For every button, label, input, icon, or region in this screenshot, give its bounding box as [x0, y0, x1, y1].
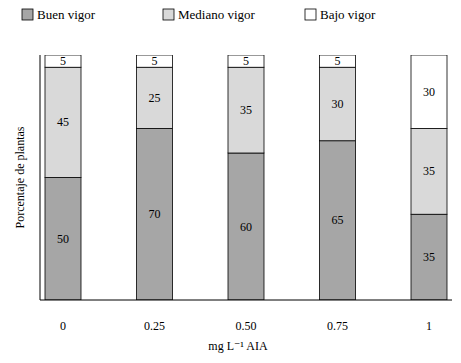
x-tick-label: 0: [60, 319, 66, 333]
bar-segment: [45, 55, 81, 67]
data-label: 35: [240, 103, 252, 117]
data-label: 25: [149, 91, 161, 105]
legend-label: Bajo vigor: [320, 7, 376, 22]
bar-segment: [411, 214, 447, 300]
data-label: 60: [240, 220, 252, 234]
x-axis: [40, 300, 452, 301]
bar-segment: [45, 178, 81, 301]
bar-segment: [411, 55, 447, 129]
legend-swatch: [22, 9, 33, 20]
data-label: 30: [423, 85, 435, 99]
legend-swatch: [305, 9, 316, 20]
legend-label: Buen vigor: [37, 7, 96, 22]
x-tick-label: 0.25: [144, 319, 165, 333]
bar-segment: [228, 55, 264, 67]
data-label: 5: [152, 54, 158, 68]
legend-swatch: [163, 9, 174, 20]
bar-segment: [320, 141, 356, 300]
data-label: 30: [332, 97, 344, 111]
bar-segment: [137, 129, 173, 301]
x-tick-label: 0.50: [236, 319, 257, 333]
x-tick-label: 0.75: [327, 319, 348, 333]
data-label: 45: [57, 115, 69, 129]
bar-segment: [320, 67, 356, 141]
bars: [45, 55, 447, 300]
bar-segment: [228, 153, 264, 300]
data-label: 65: [332, 213, 344, 227]
bar-segment: [320, 55, 356, 67]
data-labels: 50 45 5 70 25 5 60 35 5 65 30 5 35 35 30: [57, 54, 435, 264]
data-label: 35: [423, 164, 435, 178]
bar-segment: [137, 55, 173, 67]
legend-label: Mediano vigor: [178, 7, 256, 22]
data-label: 5: [60, 54, 66, 68]
chart: 50 45 5 70 25 5 60 35 5 65 30 5 35 35 30 0 0.25 0.50 0.75 1…: [0, 0, 461, 363]
data-label: 5: [243, 54, 249, 68]
bar-segment: [137, 67, 173, 128]
data-label: 50: [57, 232, 69, 246]
x-tick-label: 1: [426, 319, 432, 333]
bar-segment: [228, 67, 264, 153]
bar-segment: [45, 67, 81, 177]
legend: Buen vigor Mediano vigor Bajo vigor: [22, 7, 376, 22]
data-label: 5: [335, 54, 341, 68]
data-label: 70: [149, 207, 161, 221]
bar-segment: [411, 129, 447, 215]
y-axis-label: Porcentaje de plantas: [13, 126, 27, 228]
y-axis: [40, 55, 41, 300]
data-label: 35: [423, 250, 435, 264]
x-axis-label: mg L⁻¹ AIA: [208, 339, 268, 353]
